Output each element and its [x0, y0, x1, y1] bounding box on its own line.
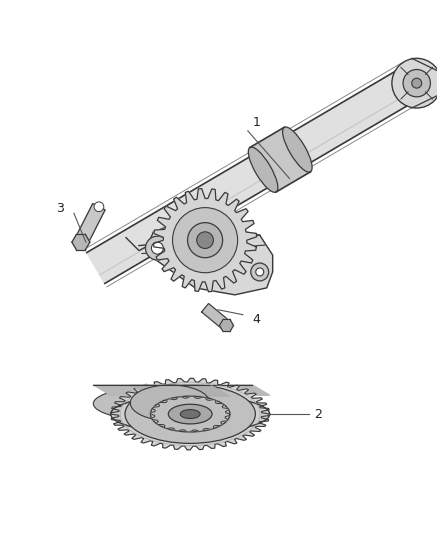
Circle shape [145, 236, 170, 260]
Circle shape [187, 223, 223, 257]
Ellipse shape [131, 385, 210, 421]
Ellipse shape [125, 385, 255, 443]
Circle shape [173, 208, 238, 273]
Circle shape [251, 263, 268, 281]
Polygon shape [250, 127, 311, 192]
Text: 1: 1 [253, 116, 261, 130]
Circle shape [152, 242, 163, 254]
Circle shape [197, 232, 213, 248]
Circle shape [94, 202, 104, 212]
Circle shape [403, 69, 431, 97]
Polygon shape [131, 385, 230, 396]
Text: 2: 2 [314, 408, 322, 421]
Polygon shape [93, 385, 270, 395]
Polygon shape [72, 235, 90, 250]
Polygon shape [201, 303, 230, 330]
Polygon shape [219, 319, 233, 332]
Polygon shape [111, 378, 270, 450]
Polygon shape [87, 66, 423, 284]
Ellipse shape [168, 404, 212, 424]
Circle shape [412, 78, 422, 88]
Circle shape [392, 58, 438, 108]
Polygon shape [148, 225, 273, 295]
Polygon shape [150, 396, 230, 432]
Text: 3: 3 [56, 202, 64, 215]
Ellipse shape [150, 396, 230, 432]
Text: 4: 4 [253, 313, 261, 326]
Ellipse shape [283, 127, 312, 172]
Ellipse shape [180, 409, 200, 418]
Polygon shape [75, 204, 105, 245]
Ellipse shape [93, 385, 252, 423]
Polygon shape [412, 58, 438, 108]
Polygon shape [154, 189, 257, 292]
Ellipse shape [111, 395, 270, 433]
Circle shape [256, 268, 264, 276]
Ellipse shape [248, 147, 278, 192]
